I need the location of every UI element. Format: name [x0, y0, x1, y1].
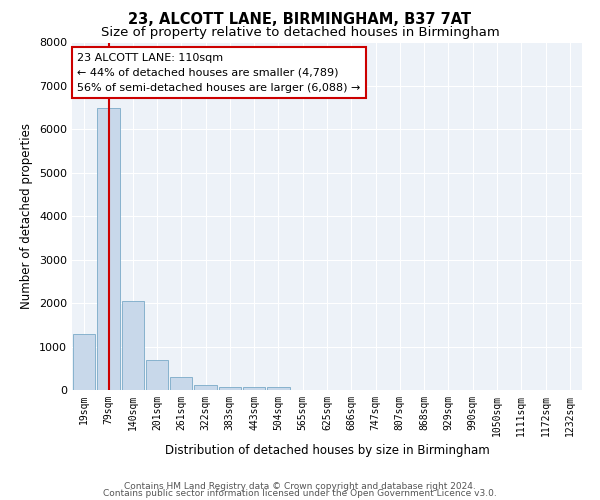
Bar [194, 385, 217, 390]
Text: Size of property relative to detached houses in Birmingham: Size of property relative to detached ho… [101, 26, 499, 39]
Text: 23, ALCOTT LANE, BIRMINGHAM, B37 7AT: 23, ALCOTT LANE, BIRMINGHAM, B37 7AT [128, 12, 472, 28]
Bar [146, 360, 168, 390]
X-axis label: Distribution of detached houses by size in Birmingham: Distribution of detached houses by size … [164, 444, 490, 458]
Bar [170, 378, 193, 390]
Y-axis label: Number of detached properties: Number of detached properties [20, 123, 34, 309]
Bar [243, 388, 265, 390]
Bar [267, 386, 290, 390]
Text: 23 ALCOTT LANE: 110sqm
← 44% of detached houses are smaller (4,789)
56% of semi-: 23 ALCOTT LANE: 110sqm ← 44% of detached… [77, 53, 361, 92]
Bar [73, 334, 95, 390]
Bar [97, 108, 119, 390]
Bar [122, 301, 144, 390]
Text: Contains HM Land Registry data © Crown copyright and database right 2024.: Contains HM Land Registry data © Crown c… [124, 482, 476, 491]
Text: Contains public sector information licensed under the Open Government Licence v3: Contains public sector information licen… [103, 490, 497, 498]
Bar [218, 386, 241, 390]
